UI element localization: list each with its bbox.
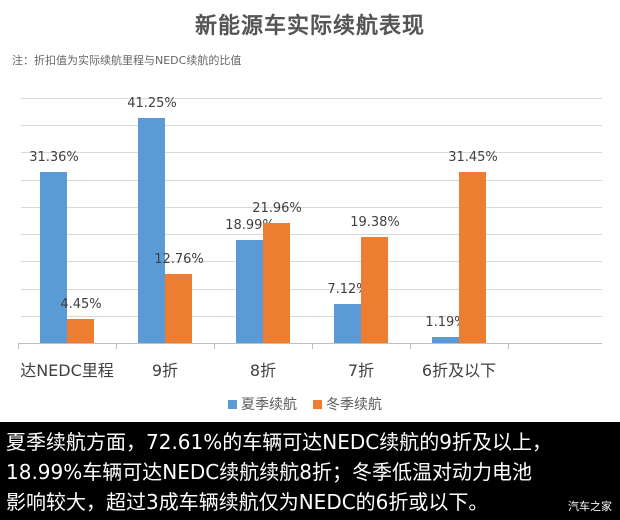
data-label: 1.19%	[425, 315, 467, 330]
x-axis-label: 8折	[249, 361, 277, 380]
x-axis-tick	[116, 343, 117, 349]
chart-plot-area: 达NEDC里程 31.36% 4.45% 9折 41.25% 12.76% 8折 18.99%…	[18, 96, 602, 380]
winter-swatch-icon	[313, 399, 322, 409]
legend-label-summer: 夏季续航	[241, 397, 297, 413]
caption-line-2: 18.99%车辆可达NEDC续航续航8折；冬季低温对动力电池	[6, 460, 532, 484]
bar-winter	[67, 319, 94, 343]
data-label: 18.99%	[225, 218, 275, 233]
legend-item-winter: 冬季续航	[313, 394, 382, 414]
gridline	[21, 234, 602, 235]
x-axis-label: 9折	[151, 361, 179, 380]
gridline	[21, 289, 602, 290]
caption-box: 夏季续航方面，72.61%的车辆可达NEDC续航的9折及以上， 18.99%车辆…	[0, 422, 620, 520]
x-axis-tick	[508, 343, 509, 349]
x-axis-tick	[410, 343, 411, 349]
chart-legend: 夏季续航 冬季续航	[228, 394, 398, 414]
x-axis-tick	[312, 343, 313, 349]
legend-label-winter: 冬季续航	[326, 397, 382, 413]
chart-note: 注：折扣值为实际续航里程与NEDC续航的比值	[12, 54, 242, 67]
bar-winter	[459, 172, 486, 343]
summer-swatch-icon	[228, 399, 237, 409]
legend-item-summer: 夏季续航	[228, 394, 297, 414]
gridline	[21, 316, 602, 317]
x-axis-label: 达NEDC里程	[20, 361, 114, 380]
bar-summer	[236, 240, 263, 343]
bar-winter	[263, 223, 290, 343]
x-axis-tick	[18, 343, 19, 349]
data-label: 31.45%	[448, 150, 498, 165]
x-axis-label: 6折及以下	[421, 361, 497, 380]
x-axis-label: 7折	[347, 361, 375, 380]
page-title: 新能源车实际续航表现	[194, 14, 425, 39]
bar-winter	[165, 274, 192, 343]
bar-winter	[361, 237, 388, 343]
bar-summer	[138, 118, 165, 343]
gridline	[21, 180, 602, 181]
gridline	[21, 261, 602, 262]
gridline	[21, 98, 602, 99]
data-label: 41.25%	[127, 96, 177, 111]
data-label: 12.76%	[154, 252, 204, 267]
data-label: 21.96%	[252, 201, 302, 216]
data-label: 31.36%	[29, 150, 79, 165]
watermark-logo: 汽车之家	[568, 500, 612, 513]
data-label: 4.45%	[60, 297, 102, 312]
bar-summer	[432, 337, 459, 343]
gridline	[21, 125, 602, 126]
x-axis-tick	[214, 343, 215, 349]
caption-line-1: 夏季续航方面，72.61%的车辆可达NEDC续航的9折及以上，	[6, 430, 552, 454]
caption-line-3: 影响较大，超过3成车辆续航仅为NEDC的6折或以下。	[6, 490, 489, 514]
gridline	[21, 152, 602, 153]
bar-summer	[40, 172, 67, 343]
x-axis-line	[18, 343, 602, 344]
data-label: 19.38%	[350, 215, 400, 230]
gridline	[21, 207, 602, 208]
data-label: 7.12%	[327, 282, 369, 297]
bar-summer	[334, 304, 361, 343]
